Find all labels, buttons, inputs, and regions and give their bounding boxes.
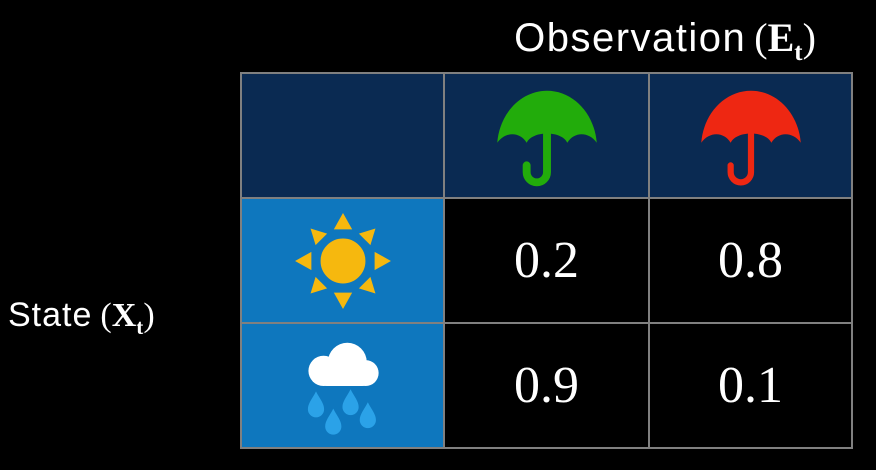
sun-icon — [294, 212, 391, 309]
corner-cell — [242, 74, 443, 197]
observation-title: Observation (Et) — [455, 14, 875, 67]
value-cell-sunny-red: 0.8 — [650, 199, 851, 322]
title-text: Observation — [514, 16, 747, 60]
rain-cloud-icon — [307, 342, 379, 435]
value-cell-sunny-green: 0.2 — [445, 199, 648, 322]
green-umbrella-icon — [496, 90, 597, 186]
header-cell-umbrella-green — [445, 74, 648, 197]
state-axis-label: State (Xt) — [8, 296, 233, 340]
state-cell-rainy — [242, 324, 443, 447]
header-cell-umbrella-red — [650, 74, 851, 197]
red-umbrella-icon — [700, 90, 801, 185]
observation-table: 0.2 0.8 0.9 0.1 — [240, 72, 853, 449]
axis-label-text: State — [8, 296, 93, 334]
title-math: (Et) — [754, 15, 816, 66]
value-cell-rainy-green: 0.9 — [445, 324, 648, 447]
state-cell-sunny — [242, 199, 443, 322]
axis-label-math: (Xt) — [100, 297, 155, 339]
value-cell-rainy-red: 0.1 — [650, 324, 851, 447]
